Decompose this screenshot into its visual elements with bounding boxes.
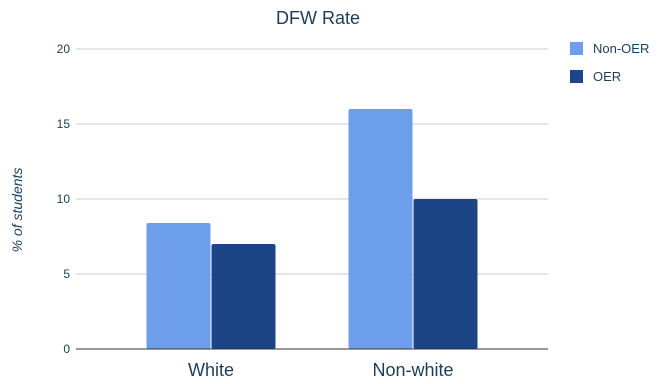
y-tick-label: 5 <box>63 267 70 281</box>
legend-label: Non-OER <box>593 41 649 56</box>
bar-oer-non-white <box>413 199 478 349</box>
y-tick-label: 10 <box>57 192 71 206</box>
legend-swatch <box>570 70 583 83</box>
y-axis-ticks: 0 5 10 15 20 <box>57 42 71 356</box>
chart-title: DFW Rate <box>276 8 360 28</box>
y-tick-label: 0 <box>63 342 70 356</box>
bars <box>146 109 478 349</box>
x-category-label: White <box>188 360 234 380</box>
legend: Non-OER OER <box>570 41 649 84</box>
y-axis-label: % of students <box>9 168 25 253</box>
legend-swatch <box>570 42 583 55</box>
x-axis-categories: White Non-white <box>188 360 454 380</box>
bar-non-oer-white <box>146 223 211 349</box>
legend-label: OER <box>593 69 621 84</box>
x-category-label: Non-white <box>372 360 453 380</box>
bar-non-oer-non-white <box>348 109 413 349</box>
y-tick-label: 20 <box>57 42 71 56</box>
bar-oer-white <box>211 244 276 349</box>
y-tick-label: 15 <box>57 117 71 131</box>
